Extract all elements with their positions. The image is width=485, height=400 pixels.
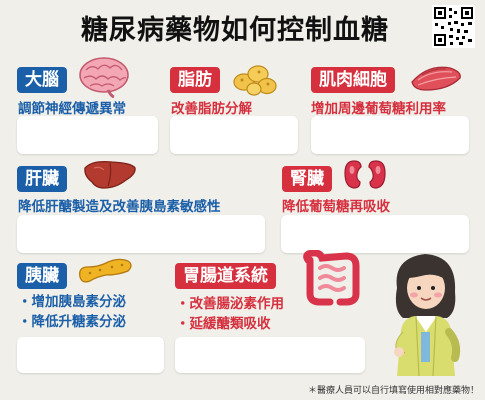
gut-drug-box[interactable]	[175, 337, 365, 373]
intestine-icon	[300, 250, 362, 308]
liver-desc: 降低肝醣製造及改善胰島素敏感性	[18, 195, 221, 215]
muscle-label: 肌肉細胞	[311, 67, 395, 93]
pancreas-list: ・增加胰島素分泌 ・降低升糖素分泌	[18, 292, 126, 332]
brain-desc: 調節神經傳遞異常	[18, 97, 126, 117]
kidney-desc: 降低葡萄糖再吸收	[282, 195, 390, 215]
liver-label: 肝臟	[17, 166, 67, 192]
kidney-icon	[342, 158, 388, 192]
page-title: 糖尿病藥物如何控制血糖	[70, 8, 400, 47]
kidney-label: 腎臟	[282, 166, 332, 192]
gut-list: ・改善腸泌素作用 ・延緩醣類吸收	[176, 294, 284, 334]
list-item: ・延緩醣類吸收	[176, 314, 284, 334]
brain-label: 大腦	[17, 67, 67, 93]
brain-drug-box[interactable]	[17, 116, 158, 154]
pancreas-label: 胰臟	[17, 263, 67, 289]
list-item: ・改善腸泌素作用	[176, 294, 284, 314]
muscle-desc: 增加周邊葡萄糖利用率	[311, 97, 446, 117]
footnote: ＊醫療人員可以自行填寫使用相對應藥物！	[308, 383, 479, 396]
pancreas-drug-box[interactable]	[17, 337, 164, 373]
liver-icon	[82, 158, 138, 192]
gut-label: 胃腸道系統	[175, 263, 276, 289]
fat-drug-box[interactable]	[170, 116, 298, 154]
fat-label: 脂肪	[170, 67, 220, 93]
liver-drug-box[interactable]	[17, 215, 265, 253]
qr-code	[432, 5, 475, 48]
list-item: ・降低升糖素分泌	[18, 312, 126, 332]
brain-icon	[78, 56, 130, 98]
fat-cells-icon	[232, 60, 278, 98]
fat-desc: 改善脂肪分解	[171, 97, 252, 117]
pancreas-icon	[76, 255, 134, 285]
muscle-drug-box[interactable]	[311, 116, 469, 154]
muscle-icon	[408, 62, 464, 94]
list-item: ・增加胰島素分泌	[18, 292, 126, 312]
doctor-illustration	[383, 248, 469, 376]
